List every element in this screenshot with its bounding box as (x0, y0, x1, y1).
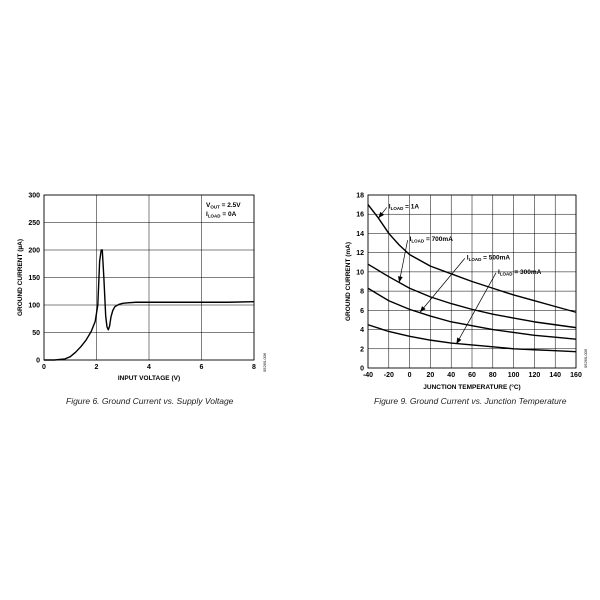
series-line-3 (367, 324, 577, 353)
series-labels: ILOAD = 1A ILOAD = 700mA ILOAD = 500mA I… (389, 203, 542, 276)
figure-9-caption: Figure 9. Ground Current vs. Junction Te… (374, 396, 567, 406)
figure-id: 05260-006 (262, 352, 267, 372)
annotation-iload: ILOAD = 0A (206, 211, 237, 219)
series-line-0 (44, 249, 255, 361)
y-tick-label: 16 (356, 212, 364, 219)
x-tick-labels: -40 -20 0 20 40 60 80 100 120 140 160 (363, 372, 582, 379)
series-label-1a: ILOAD = 1A (389, 203, 420, 211)
series-line-2 (367, 287, 577, 340)
x-tick-label: 8 (252, 364, 256, 371)
y-axis-label: GROUND CURRENT (µA) (17, 239, 24, 316)
y-tick-label: 0 (36, 358, 40, 365)
x-tick-label: 160 (570, 372, 582, 379)
plot-frame (367, 194, 577, 369)
y-tick-label: 4 (360, 327, 364, 334)
x-tick-label: 0 (42, 364, 46, 371)
annotation-vout: VOUT = 2.5V (206, 202, 241, 210)
x-tick-label: 60 (468, 372, 476, 379)
x-tick-label: 0 (408, 372, 412, 379)
y-axis-label: GROUND CURRENT (mA) (345, 242, 352, 321)
x-tick-label: 80 (489, 372, 497, 379)
x-tick-label: 40 (447, 372, 455, 379)
y-tick-label: 12 (356, 250, 364, 257)
x-tick-label: 2 (95, 364, 99, 371)
y-tick-label: 200 (28, 248, 40, 255)
series-label-700ma: ILOAD = 700mA (410, 236, 454, 244)
series-lines (367, 204, 577, 353)
y-tick-label: 6 (360, 308, 364, 315)
series-line-1 (367, 263, 577, 329)
x-axis-label: INPUT VOLTAGE (V) (118, 375, 180, 382)
arrow-shaft (456, 272, 497, 345)
x-tick-label: 4 (147, 364, 151, 371)
y-tick-label: 50 (32, 330, 40, 337)
x-tick-label: 6 (200, 364, 204, 371)
x-tick-label: 20 (427, 372, 435, 379)
series-label-300ma: ILOAD = 300mA (498, 269, 542, 277)
series-lines (44, 249, 255, 361)
x-tick-label: 140 (549, 372, 561, 379)
arrow-head (378, 211, 385, 219)
figure-6-caption: Figure 6. Ground Current vs. Supply Volt… (66, 396, 234, 406)
y-tick-label: 8 (360, 289, 364, 296)
y-tick-label: 14 (356, 231, 364, 238)
y-tick-label: 150 (28, 275, 40, 282)
x-tick-label: -40 (363, 372, 373, 379)
x-tick-label: 120 (529, 372, 541, 379)
y-tick-label: 10 (356, 269, 364, 276)
y-tick-label: 0 (360, 366, 364, 373)
x-tick-labels: 0 2 4 6 8 (42, 364, 256, 371)
y-tick-labels: 0 50 100 150 200 250 300 (28, 193, 40, 365)
plot-frame (43, 194, 255, 361)
x-tick-label: 100 (508, 372, 520, 379)
y-tick-label: 300 (28, 193, 40, 200)
arrow-shaft (398, 240, 408, 283)
y-tick-label: 18 (356, 193, 364, 200)
y-tick-label: 100 (28, 303, 40, 310)
arrow-head (398, 276, 403, 283)
y-tick-label: 2 (360, 346, 364, 353)
y-tick-labels: 0 2 4 6 8 10 12 14 16 18 (356, 193, 364, 373)
figure-id: 05260-009 (583, 348, 588, 368)
series-line-0 (367, 204, 577, 313)
series-label-500ma: ILOAD = 500mA (467, 254, 511, 262)
arrow-shaft (419, 258, 466, 313)
x-axis-label: JUNCTION TEMPERATURE (°C) (423, 383, 520, 391)
y-tick-label: 250 (28, 220, 40, 227)
arrow-head (420, 306, 426, 313)
series-arrows (378, 207, 497, 345)
x-tick-label: -20 (384, 372, 394, 379)
arrow-head (456, 337, 462, 344)
